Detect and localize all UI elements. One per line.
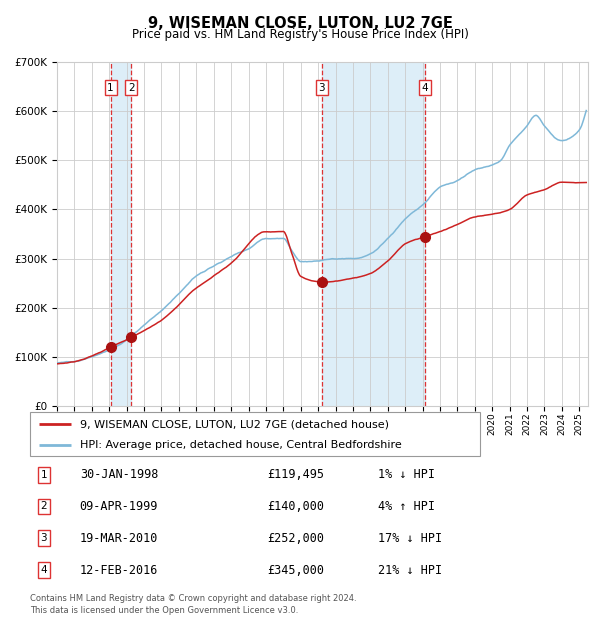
Text: £119,495: £119,495 — [268, 468, 325, 481]
Text: 30-JAN-1998: 30-JAN-1998 — [80, 468, 158, 481]
Text: 2: 2 — [128, 83, 134, 93]
Text: £345,000: £345,000 — [268, 564, 325, 577]
Text: 4% ↑ HPI: 4% ↑ HPI — [378, 500, 435, 513]
Text: 2: 2 — [40, 502, 47, 512]
FancyBboxPatch shape — [30, 412, 480, 456]
Text: 3: 3 — [319, 83, 325, 93]
Text: 21% ↓ HPI: 21% ↓ HPI — [378, 564, 442, 577]
Text: 09-APR-1999: 09-APR-1999 — [80, 500, 158, 513]
Text: 1: 1 — [107, 83, 114, 93]
Text: 1: 1 — [40, 470, 47, 480]
Text: HPI: Average price, detached house, Central Bedfordshire: HPI: Average price, detached house, Cent… — [79, 440, 401, 450]
Text: £252,000: £252,000 — [268, 532, 325, 545]
Text: 3: 3 — [40, 533, 47, 543]
Bar — [110, 62, 131, 406]
Text: 19-MAR-2010: 19-MAR-2010 — [80, 532, 158, 545]
Text: 4: 4 — [40, 565, 47, 575]
Text: 1% ↓ HPI: 1% ↓ HPI — [378, 468, 435, 481]
Text: 4: 4 — [421, 83, 428, 93]
Text: 17% ↓ HPI: 17% ↓ HPI — [378, 532, 442, 545]
Text: £140,000: £140,000 — [268, 500, 325, 513]
Text: 9, WISEMAN CLOSE, LUTON, LU2 7GE: 9, WISEMAN CLOSE, LUTON, LU2 7GE — [148, 16, 452, 31]
Text: 12-FEB-2016: 12-FEB-2016 — [80, 564, 158, 577]
Text: Price paid vs. HM Land Registry's House Price Index (HPI): Price paid vs. HM Land Registry's House … — [131, 28, 469, 40]
Text: Contains HM Land Registry data © Crown copyright and database right 2024.
This d: Contains HM Land Registry data © Crown c… — [30, 594, 356, 615]
Bar — [322, 62, 425, 406]
Text: 9, WISEMAN CLOSE, LUTON, LU2 7GE (detached house): 9, WISEMAN CLOSE, LUTON, LU2 7GE (detach… — [79, 420, 389, 430]
